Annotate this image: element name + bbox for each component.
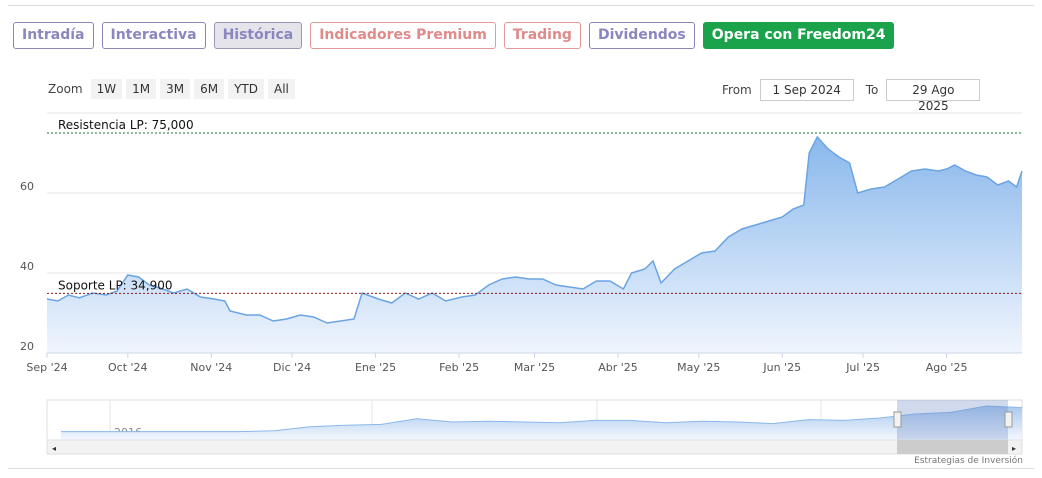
navigator-selection bbox=[897, 400, 1008, 440]
to-date-input[interactable]: 29 Ago 2025 bbox=[886, 79, 981, 113]
plot-line-label: Resistencia LP: 75,000 bbox=[58, 118, 194, 132]
x-tick-label: Jul '25 bbox=[845, 361, 880, 374]
price-line bbox=[46, 135, 1023, 324]
navigator bbox=[46, 399, 1023, 441]
x-tick-label: Sep '24 bbox=[26, 361, 67, 374]
navigator-handle bbox=[893, 411, 902, 428]
y-tick-label: 40 bbox=[20, 260, 34, 273]
navigator-handle bbox=[1004, 411, 1013, 428]
y-tick-label: 20 bbox=[20, 340, 34, 353]
from-date-input[interactable]: 1 Sep 2024 bbox=[759, 79, 854, 101]
from-label: From bbox=[722, 83, 752, 97]
top-divider bbox=[8, 5, 1034, 6]
x-tick-label: Abr '25 bbox=[598, 361, 638, 374]
zoom-label: Zoom bbox=[48, 82, 83, 96]
x-tick-label: Jun '25 bbox=[762, 361, 801, 374]
zoom-all-button[interactable]: All bbox=[268, 79, 295, 99]
price-area bbox=[47, 137, 1022, 353]
zoom-3m-button[interactable]: 3M bbox=[160, 79, 191, 99]
plot-line-label: Soporte LP: 34,900 bbox=[58, 278, 173, 292]
navigator-year-label: 2024 bbox=[825, 426, 853, 439]
scroll-right-arrow: ▸ bbox=[1012, 444, 1016, 453]
x-tick-label: Ene '25 bbox=[355, 361, 396, 374]
tab-interactiva[interactable]: Interactiva bbox=[101, 22, 206, 49]
scrollbar-track bbox=[46, 439, 1023, 455]
scroll-left-arrow: ◂ bbox=[52, 444, 56, 453]
tab-trading[interactable]: Trading bbox=[503, 22, 581, 49]
x-tick-label: Feb '25 bbox=[439, 361, 479, 374]
x-tick-label: Mar '25 bbox=[514, 361, 555, 374]
navigator-year-label: 2020 bbox=[376, 426, 404, 439]
zoom-controls: Zoom 1W 1M 3M 6M YTD All bbox=[48, 79, 295, 99]
tab-opera-con-freedom24[interactable]: Opera con Freedom24 bbox=[702, 22, 895, 49]
chart-tabs: Intradía Interactiva Histórica Indicadores … bbox=[13, 22, 895, 49]
x-tick-label: Oct '24 bbox=[108, 361, 148, 374]
tab-intrad-a[interactable]: Intradía bbox=[13, 22, 94, 49]
bottom-divider bbox=[8, 468, 1034, 469]
navigator-year-label: 2016 bbox=[114, 426, 142, 439]
date-range: From 1 Sep 2024 To 29 Ago 2025 bbox=[722, 79, 981, 113]
to-label: To bbox=[865, 83, 879, 97]
x-tick-label: Ago '25 bbox=[926, 361, 968, 374]
tab-dividendos[interactable]: Dividendos bbox=[588, 22, 695, 49]
zoom-ytd-button[interactable]: YTD bbox=[228, 79, 264, 99]
x-tick-label: May '25 bbox=[677, 361, 720, 374]
x-tick-label: Dic '24 bbox=[273, 361, 311, 374]
scrollbar-thumb bbox=[897, 440, 1008, 454]
zoom-1w-button[interactable]: 1W bbox=[90, 79, 123, 99]
tab-hist-rica[interactable]: Histórica bbox=[213, 22, 303, 49]
navigator-area bbox=[61, 406, 1022, 440]
y-tick-label: 60 bbox=[20, 180, 34, 193]
navigator-line bbox=[61, 405, 1023, 433]
zoom-6m-button[interactable]: 6M bbox=[194, 79, 225, 99]
tab-indicadores-premium[interactable]: Indicadores Premium bbox=[310, 22, 496, 49]
x-tick-label: Nov '24 bbox=[190, 361, 232, 374]
navigator-year-label: 2022 bbox=[601, 426, 629, 439]
zoom-1m-button[interactable]: 1M bbox=[126, 79, 157, 99]
credit-text: Estrategias de Inversión bbox=[914, 456, 1023, 466]
